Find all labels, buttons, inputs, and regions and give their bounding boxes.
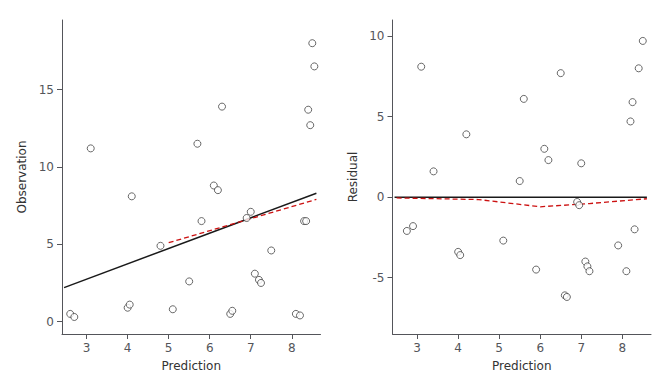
svg-text:8: 8 bbox=[288, 341, 296, 355]
svg-text:3: 3 bbox=[83, 341, 91, 355]
svg-text:6: 6 bbox=[536, 341, 544, 355]
svg-text:Prediction: Prediction bbox=[161, 359, 221, 373]
svg-text:5: 5 bbox=[495, 341, 503, 355]
svg-text:10: 10 bbox=[369, 29, 384, 43]
svg-text:10: 10 bbox=[39, 160, 54, 174]
svg-text:0: 0 bbox=[46, 315, 54, 329]
svg-text:0: 0 bbox=[377, 190, 385, 204]
svg-text:Residual: Residual bbox=[346, 152, 360, 203]
svg-text:Prediction: Prediction bbox=[492, 359, 552, 373]
svg-text:-5: -5 bbox=[373, 271, 385, 285]
svg-text:6: 6 bbox=[206, 341, 214, 355]
svg-text:15: 15 bbox=[39, 83, 54, 97]
svg-text:7: 7 bbox=[577, 341, 585, 355]
svg-text:5: 5 bbox=[165, 341, 173, 355]
svg-text:5: 5 bbox=[377, 110, 385, 124]
svg-text:4: 4 bbox=[454, 341, 462, 355]
svg-text:5: 5 bbox=[46, 237, 54, 251]
svg-text:4: 4 bbox=[124, 341, 132, 355]
svg-text:Observation: Observation bbox=[15, 140, 29, 213]
svg-text:7: 7 bbox=[247, 341, 255, 355]
svg-text:8: 8 bbox=[618, 341, 626, 355]
svg-text:3: 3 bbox=[413, 341, 421, 355]
